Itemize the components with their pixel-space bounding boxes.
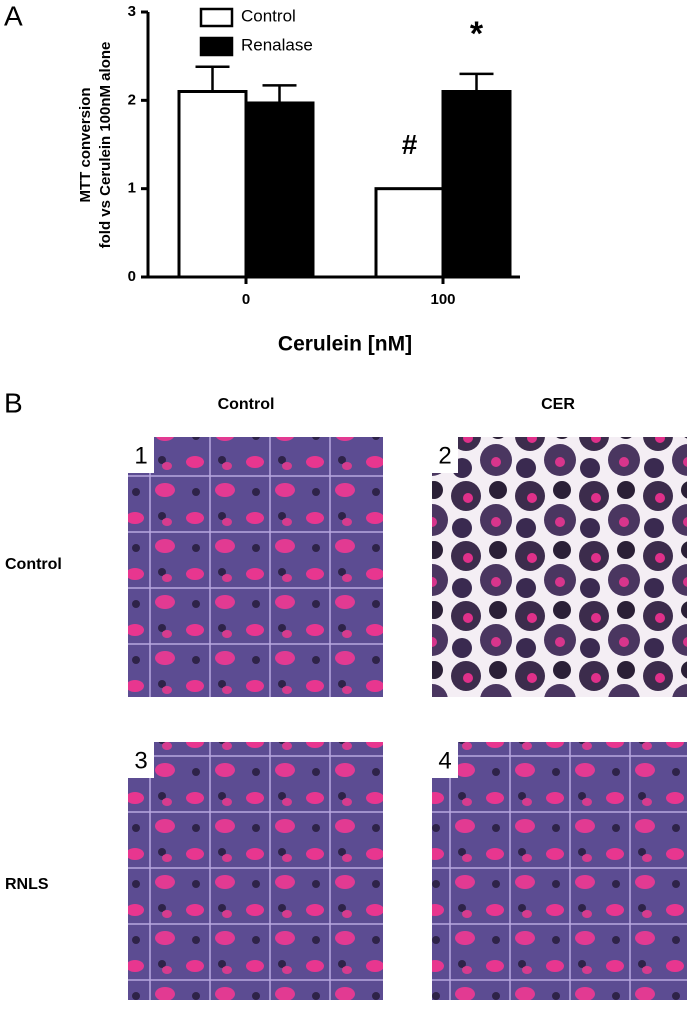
micrograph: [128, 742, 383, 1000]
panel-label: B: [4, 387, 23, 418]
annotation: #: [402, 129, 418, 160]
y-tick-label: 0: [128, 268, 136, 285]
y-tick-label: 2: [128, 91, 136, 108]
image-number-box: [128, 437, 154, 473]
image-number: 1: [134, 442, 147, 469]
micrograph: [432, 437, 687, 697]
y-tick-label: 1: [128, 180, 136, 197]
bar: [441, 90, 512, 279]
y-axis-label: fold vs Cerulein 100nM alone: [97, 42, 114, 249]
image-number-box: [432, 742, 458, 778]
column-label: CER: [541, 396, 575, 413]
x-tick-label: 0: [242, 291, 250, 308]
legend-swatch: [199, 7, 234, 28]
annotation: *: [470, 15, 484, 53]
legend-label: Control: [241, 6, 296, 25]
micrograph: [432, 742, 687, 1000]
bar: [244, 101, 315, 279]
x-tick-label: 100: [430, 291, 455, 308]
column-label: Control: [218, 396, 275, 413]
legend-swatch: [199, 36, 234, 57]
y-tick-label: 3: [128, 3, 136, 20]
image-number: 2: [438, 442, 451, 469]
y-axis-label: MTT conversion: [77, 87, 94, 202]
legend-label: Renalase: [241, 35, 313, 54]
panel-label: A: [4, 0, 23, 31]
image-number: 4: [438, 747, 451, 774]
x-axis-label: Cerulein [nM]: [278, 333, 412, 356]
image-number-box: [128, 742, 154, 778]
micrograph: [128, 437, 383, 697]
row-label: RNLS: [5, 876, 49, 893]
image-number: 3: [134, 747, 147, 774]
row-label: Control: [5, 556, 62, 573]
bar: [374, 187, 445, 279]
image-number-box: [432, 437, 458, 473]
bar: [177, 90, 248, 279]
